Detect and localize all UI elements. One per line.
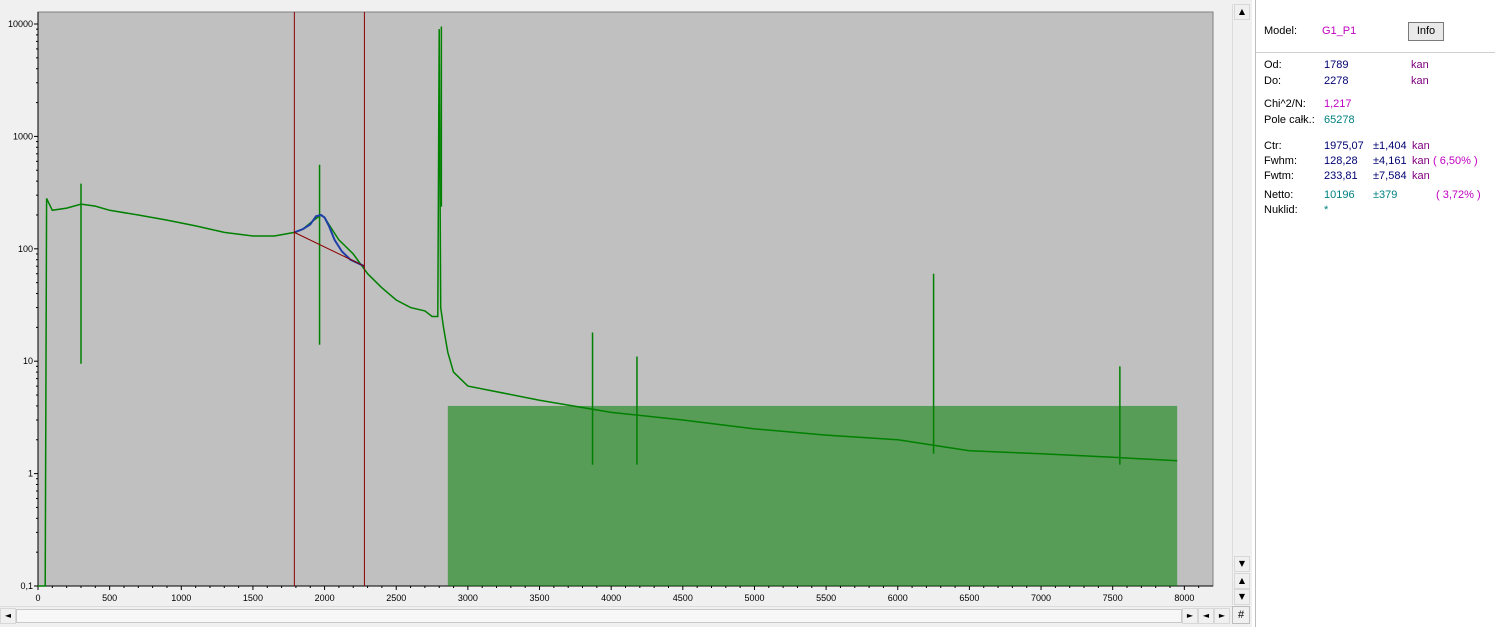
do-label: Do: [1264, 75, 1282, 87]
horizontal-scroll-thumb[interactable] [16, 609, 1182, 623]
nuklid-value: * [1324, 204, 1329, 216]
corner-grid-button[interactable]: # [1232, 606, 1250, 624]
spectrum-window: 0,1 1 10 100 1000 10000 0 500 1000 1500 2000 2500 3… [0, 0, 1252, 627]
od-value: 1789 [1324, 59, 1349, 71]
scroll-left-button[interactable]: ◄ [0, 608, 16, 624]
scroll-left-button-2[interactable]: ◄ [1198, 608, 1214, 624]
fwhm-label: Fwhm: [1264, 155, 1297, 167]
x-tick-label: 7000 [1031, 593, 1051, 603]
fwhm-unit: kan [1412, 155, 1430, 167]
ctr-value: 1975,07 [1324, 140, 1364, 152]
pole-label: Pole całk.: [1264, 114, 1315, 126]
do-value: 2278 [1324, 75, 1349, 87]
x-tick-label: 2000 [315, 593, 335, 603]
x-tick-label: 4500 [673, 593, 693, 603]
netto-label: Netto: [1264, 189, 1294, 201]
y-tick-label: 10 [23, 356, 33, 366]
y-tick-label: 10000 [8, 19, 33, 29]
x-tick-label: 6000 [888, 593, 908, 603]
netto-percent: ( 3,72% ) [1436, 189, 1481, 201]
roi-markers [293, 12, 365, 586]
y-tick-label: 1 [28, 469, 33, 479]
ctr-label: Ctr: [1264, 140, 1282, 152]
x-tick-label: 1500 [243, 593, 263, 603]
fwtm-value: 233,81 [1324, 170, 1358, 182]
x-tick-label: 3500 [530, 593, 550, 603]
netto-error: ±379 [1373, 189, 1398, 201]
scroll-up-button[interactable]: ▲ [1234, 4, 1250, 20]
od-label: Od: [1264, 59, 1282, 71]
y-tick-label: 1000 [13, 131, 33, 141]
fwhm-error: ±4,161 [1373, 155, 1407, 167]
scroll-down-button[interactable]: ▼ [1234, 556, 1250, 572]
x-tick-label: 4000 [601, 593, 621, 603]
x-tick-label: 1000 [171, 593, 191, 603]
x-tick-label: 500 [102, 593, 117, 603]
x-tick-label: 2500 [386, 593, 406, 603]
fwhm-value: 128,28 [1324, 155, 1358, 167]
do-unit: kan [1411, 75, 1429, 87]
fwtm-label: Fwtm: [1264, 170, 1294, 182]
info-button[interactable]: Info [1408, 22, 1444, 41]
y-tick-label: 100 [18, 244, 33, 254]
ctr-error: ±1,404 [1373, 140, 1407, 152]
fwtm-error: ±7,584 [1373, 170, 1407, 182]
x-tick-label: 7500 [1103, 593, 1123, 603]
nuklid-label: Nuklid: [1264, 204, 1298, 216]
scroll-right-button-2[interactable]: ► [1214, 608, 1230, 624]
y-axis-ticks: 0,1 1 10 100 1000 10000 [8, 19, 38, 591]
scroll-right-button[interactable]: ► [1182, 608, 1198, 624]
spectrum-peaks [80, 26, 1121, 465]
horizontal-scrollbar[interactable]: ◄ ► ◄ ► [0, 606, 1232, 625]
fit-info-panel: Model: G1_P1 Info Od: 1789 kan Do: 2278 … [1255, 0, 1495, 627]
od-unit: kan [1411, 59, 1429, 71]
fit-background-line [294, 231, 365, 267]
chi-label: Chi^2/N: [1264, 98, 1306, 110]
scroll-down-button-lower[interactable]: ▼ [1234, 589, 1250, 605]
spectrum-chart[interactable]: 0,1 1 10 100 1000 10000 0 500 1000 1500 2000 2500 3… [0, 0, 1232, 606]
fit-curve [294, 213, 365, 268]
x-tick-label: 6500 [959, 593, 979, 603]
fwtm-unit: kan [1412, 170, 1430, 182]
spectrum-noise-band [447, 405, 1178, 586]
scroll-up-button-lower[interactable]: ▲ [1234, 573, 1250, 589]
spectrum-series [38, 29, 1178, 587]
x-axis-ticks: 0 500 1000 1500 2000 2500 3000 3500 4000 4500 5000… [35, 586, 1200, 603]
x-tick-label: 8000 [1174, 593, 1194, 603]
chi-value: 1,217 [1324, 98, 1352, 110]
fit-layer [294, 213, 365, 268]
fwhm-percent: ( 6,50% ) [1433, 155, 1478, 167]
x-tick-label: 5000 [744, 593, 764, 603]
vertical-scrollbar[interactable]: ▲ ▼ ▲ ▼ [1232, 4, 1251, 605]
y-tick-label: 0,1 [20, 581, 33, 591]
x-tick-label: 5500 [816, 593, 836, 603]
pole-value: 65278 [1324, 114, 1355, 126]
ctr-unit: kan [1412, 140, 1430, 152]
x-tick-label: 0 [35, 593, 40, 603]
model-label: Model: [1264, 25, 1298, 37]
model-value: G1_P1 [1322, 25, 1357, 37]
x-tick-label: 3000 [458, 593, 478, 603]
model-header: Model: G1_P1 Info [1256, 0, 1495, 53]
netto-value: 10196 [1324, 189, 1355, 201]
